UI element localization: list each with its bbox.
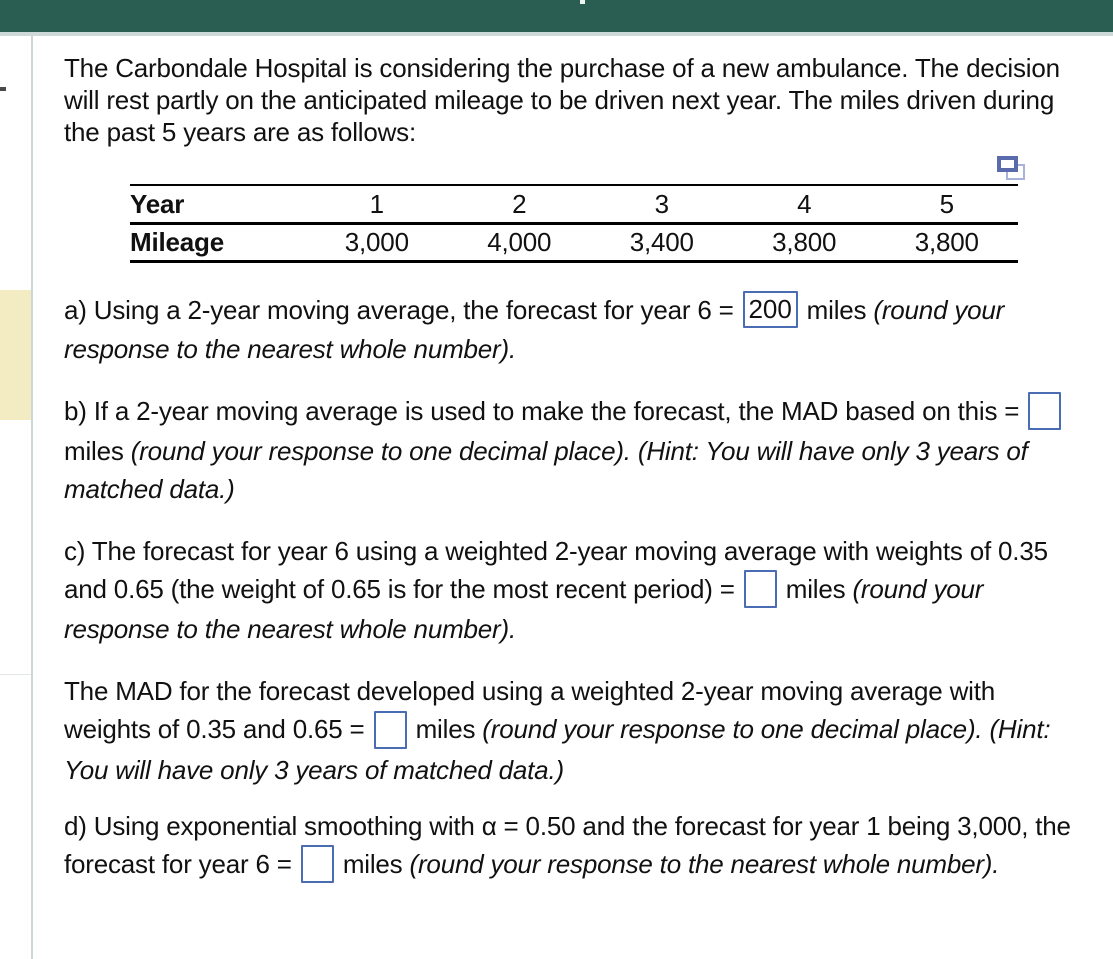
table-cell-year-5: 5 xyxy=(939,188,954,219)
table-cell-year-4: 4 xyxy=(797,188,812,219)
answer-input-b[interactable] xyxy=(1028,392,1062,431)
question-d: d) Using exponential smoothing with α = … xyxy=(64,807,1080,885)
left-margin-dash xyxy=(0,87,6,91)
table-cell-mileage-2: 4,000 xyxy=(487,227,552,257)
table-cell-mileage-1: 3,000 xyxy=(344,227,409,257)
table-label-mileage: Mileage xyxy=(130,227,224,257)
table-row-mileage: Mileage 3,000 4,000 3,400 3,800 3,800 xyxy=(130,223,1018,261)
content-left-border xyxy=(31,36,33,959)
question-b-hint: (Hint: You will have only 3 years of mat… xyxy=(64,436,1028,505)
question-a: a) Using a 2-year moving average, the fo… xyxy=(64,291,1080,369)
question-b-note: (round your response to one decimal plac… xyxy=(130,436,631,467)
table-cell-year-1: 1 xyxy=(369,188,384,219)
answer-input-c[interactable] xyxy=(743,570,777,609)
question-b-unit: miles xyxy=(64,436,124,467)
question-c-unit: miles xyxy=(785,574,846,605)
question-a-lead: a) Using a 2-year moving average, the fo… xyxy=(64,294,734,325)
question-c: c) The forecast for year 6 using a weigh… xyxy=(64,532,1080,648)
question-d-note: (round your response to the nearest whol… xyxy=(409,848,1000,879)
question-b-lead: b) If a 2-year moving average is used to… xyxy=(64,396,1020,427)
table-row-year: Year 1 2 3 4 5 xyxy=(130,185,1018,223)
left-margin-highlight xyxy=(0,290,31,420)
header-cutoff-element xyxy=(580,0,585,4)
answer-input-a[interactable] xyxy=(742,291,798,329)
question-c-mad-hint: (Hint: You will have only 3 years of mat… xyxy=(64,714,1051,785)
answer-input-c-mad[interactable] xyxy=(373,710,407,749)
question-c-mad-note: (round your response to one decimal plac… xyxy=(482,714,983,745)
question-a-unit: miles xyxy=(806,294,867,325)
question-a-note: (round your response to the nearest whol… xyxy=(64,294,1005,365)
question-d-unit: miles xyxy=(342,848,403,879)
question-c-mad-unit: miles xyxy=(415,714,476,745)
copy-table-icon-front xyxy=(997,156,1018,172)
table-cell-mileage-3: 3,400 xyxy=(629,227,694,257)
question-b: b) If a 2-year moving average is used to… xyxy=(64,392,1080,508)
question-c-lead: c) The forecast for year 6 using a weigh… xyxy=(64,536,1048,605)
header-band xyxy=(0,32,1113,36)
mileage-table: Year 1 2 3 4 5 Mileage 3,000 4,000 3,400… xyxy=(130,184,1018,263)
left-margin-divider xyxy=(0,674,31,675)
table-cell-year-2: 2 xyxy=(512,188,527,219)
header-bar xyxy=(0,0,1113,32)
mileage-table-wrap: Year 1 2 3 4 5 Mileage 3,000 4,000 3,400… xyxy=(130,156,1025,263)
table-cell-mileage-4: 3,800 xyxy=(772,227,837,257)
question-c-note: (round your response to the nearest whol… xyxy=(64,574,984,645)
question-c-mad-lead: The MAD for the forecast developed using… xyxy=(64,676,996,745)
copy-table-icon[interactable] xyxy=(997,156,1026,181)
problem-intro: The Carbondale Hospital is considering t… xyxy=(64,53,1060,147)
problem-panel: The Carbondale Hospital is considering t… xyxy=(33,36,1113,959)
table-label-year: Year xyxy=(130,188,185,219)
table-cell-mileage-5: 3,800 xyxy=(914,227,979,257)
answer-input-d[interactable] xyxy=(300,844,334,883)
table-cell-year-3: 3 xyxy=(654,188,669,219)
question-d-lead: d) Using exponential smoothing with α = … xyxy=(64,810,1071,879)
question-c-mad: The MAD for the forecast developed using… xyxy=(64,672,1080,788)
left-margin-rail xyxy=(0,36,31,959)
